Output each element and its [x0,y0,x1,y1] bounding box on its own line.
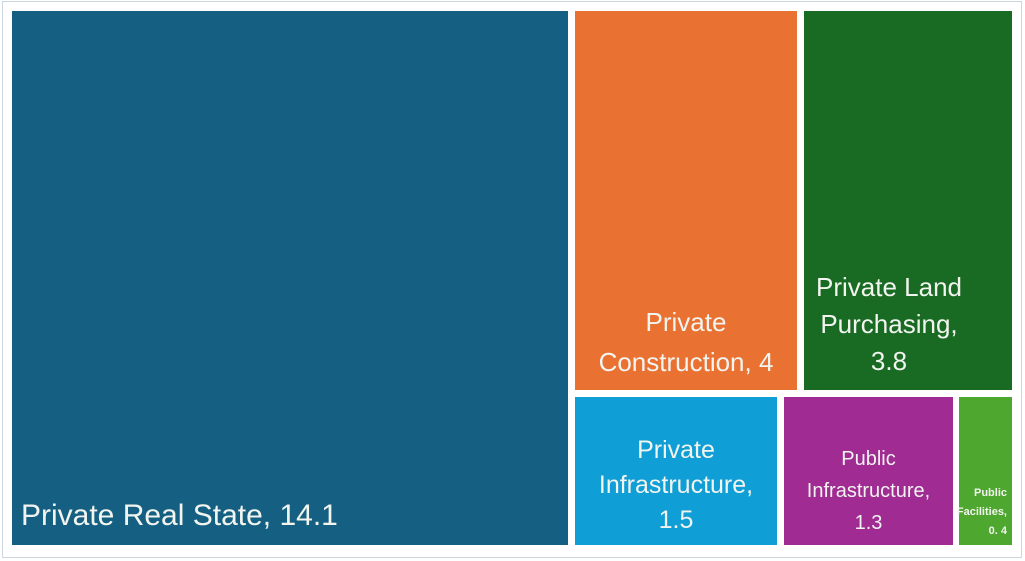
cell-label-line: 0. 4 [988,525,1007,537]
treemap-cell-public-infrastructure[interactable]: Public Infrastructure, 1.3 [784,397,953,545]
treemap-cell-private-infrastructure[interactable]: Private Infrastructure, 1.5 [575,397,777,545]
cell-label-line: Private [645,307,727,337]
cell-label-private-land-purchasing: Private Land Purchasing, 3.8 [785,269,993,380]
cell-label-line: Infrastructure, [806,480,931,502]
cell-label-line: 3.8 [870,346,908,376]
cell-label-line: Purchasing, [820,309,958,339]
cell-label-private-real-state: Private Real State, 14.1 [21,497,338,535]
cell-label-line: Private Land [816,272,962,302]
cell-label-line: Public [841,448,896,470]
cell-label-line: Construction, 4 [598,347,774,377]
cell-label-private-construction: Private Construction, 4 [575,302,797,382]
cell-label-line: 1.3 [854,512,883,534]
cell-label-public-facilities: Public Facilities, 0. 4 [957,484,1007,541]
cell-label-public-infrastructure: Public Infrastructure, 1.3 [784,443,953,539]
cell-label-line: Public [973,487,1007,499]
cell-label-line: 1.5 [658,506,694,534]
cell-label-private-infrastructure: Private Infrastructure, 1.5 [575,433,777,538]
treemap-cell-private-construction[interactable]: Private Construction, 4 [575,11,797,390]
cell-label-line: Private [637,436,715,464]
treemap-cell-public-facilities[interactable]: Public Facilities, 0. 4 [957,397,1012,545]
cell-label-line: Private Real State, 14.1 [21,499,338,532]
treemap-cell-private-land-purchasing[interactable]: Private Land Purchasing, 3.8 [804,11,1012,390]
cell-label-line: Facilities, [956,506,1007,518]
cell-label-line: Infrastructure, [598,471,754,499]
treemap-cell-private-real-state[interactable]: Private Real State, 14.1 [12,11,568,545]
